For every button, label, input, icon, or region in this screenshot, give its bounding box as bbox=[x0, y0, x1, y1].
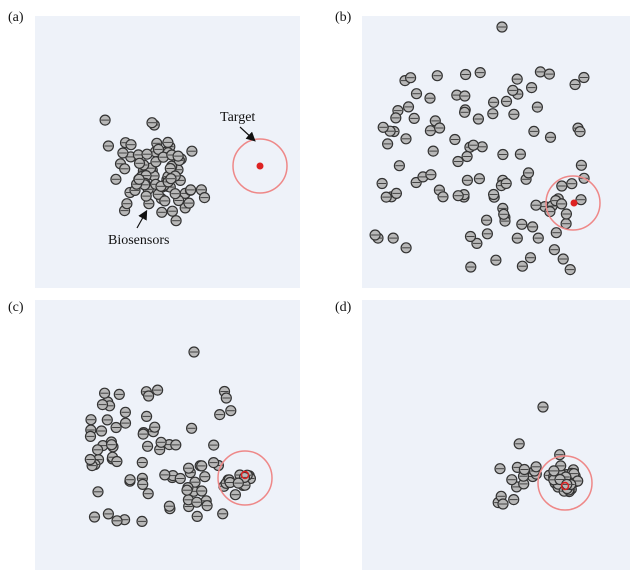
target bbox=[571, 200, 578, 207]
panel-bg bbox=[362, 300, 630, 570]
biosensors-annotation: Biosensors bbox=[108, 233, 169, 248]
panel-label: (b) bbox=[335, 10, 352, 25]
target-annotation: Target bbox=[220, 110, 255, 125]
panel-label: (a) bbox=[8, 10, 24, 25]
panel-label: (c) bbox=[8, 300, 24, 315]
panel-bg bbox=[35, 300, 300, 570]
panel-label: (d) bbox=[335, 300, 352, 315]
target bbox=[257, 163, 264, 170]
figure: (a) (b) (c) (d) Target Biosensors bbox=[0, 0, 631, 572]
